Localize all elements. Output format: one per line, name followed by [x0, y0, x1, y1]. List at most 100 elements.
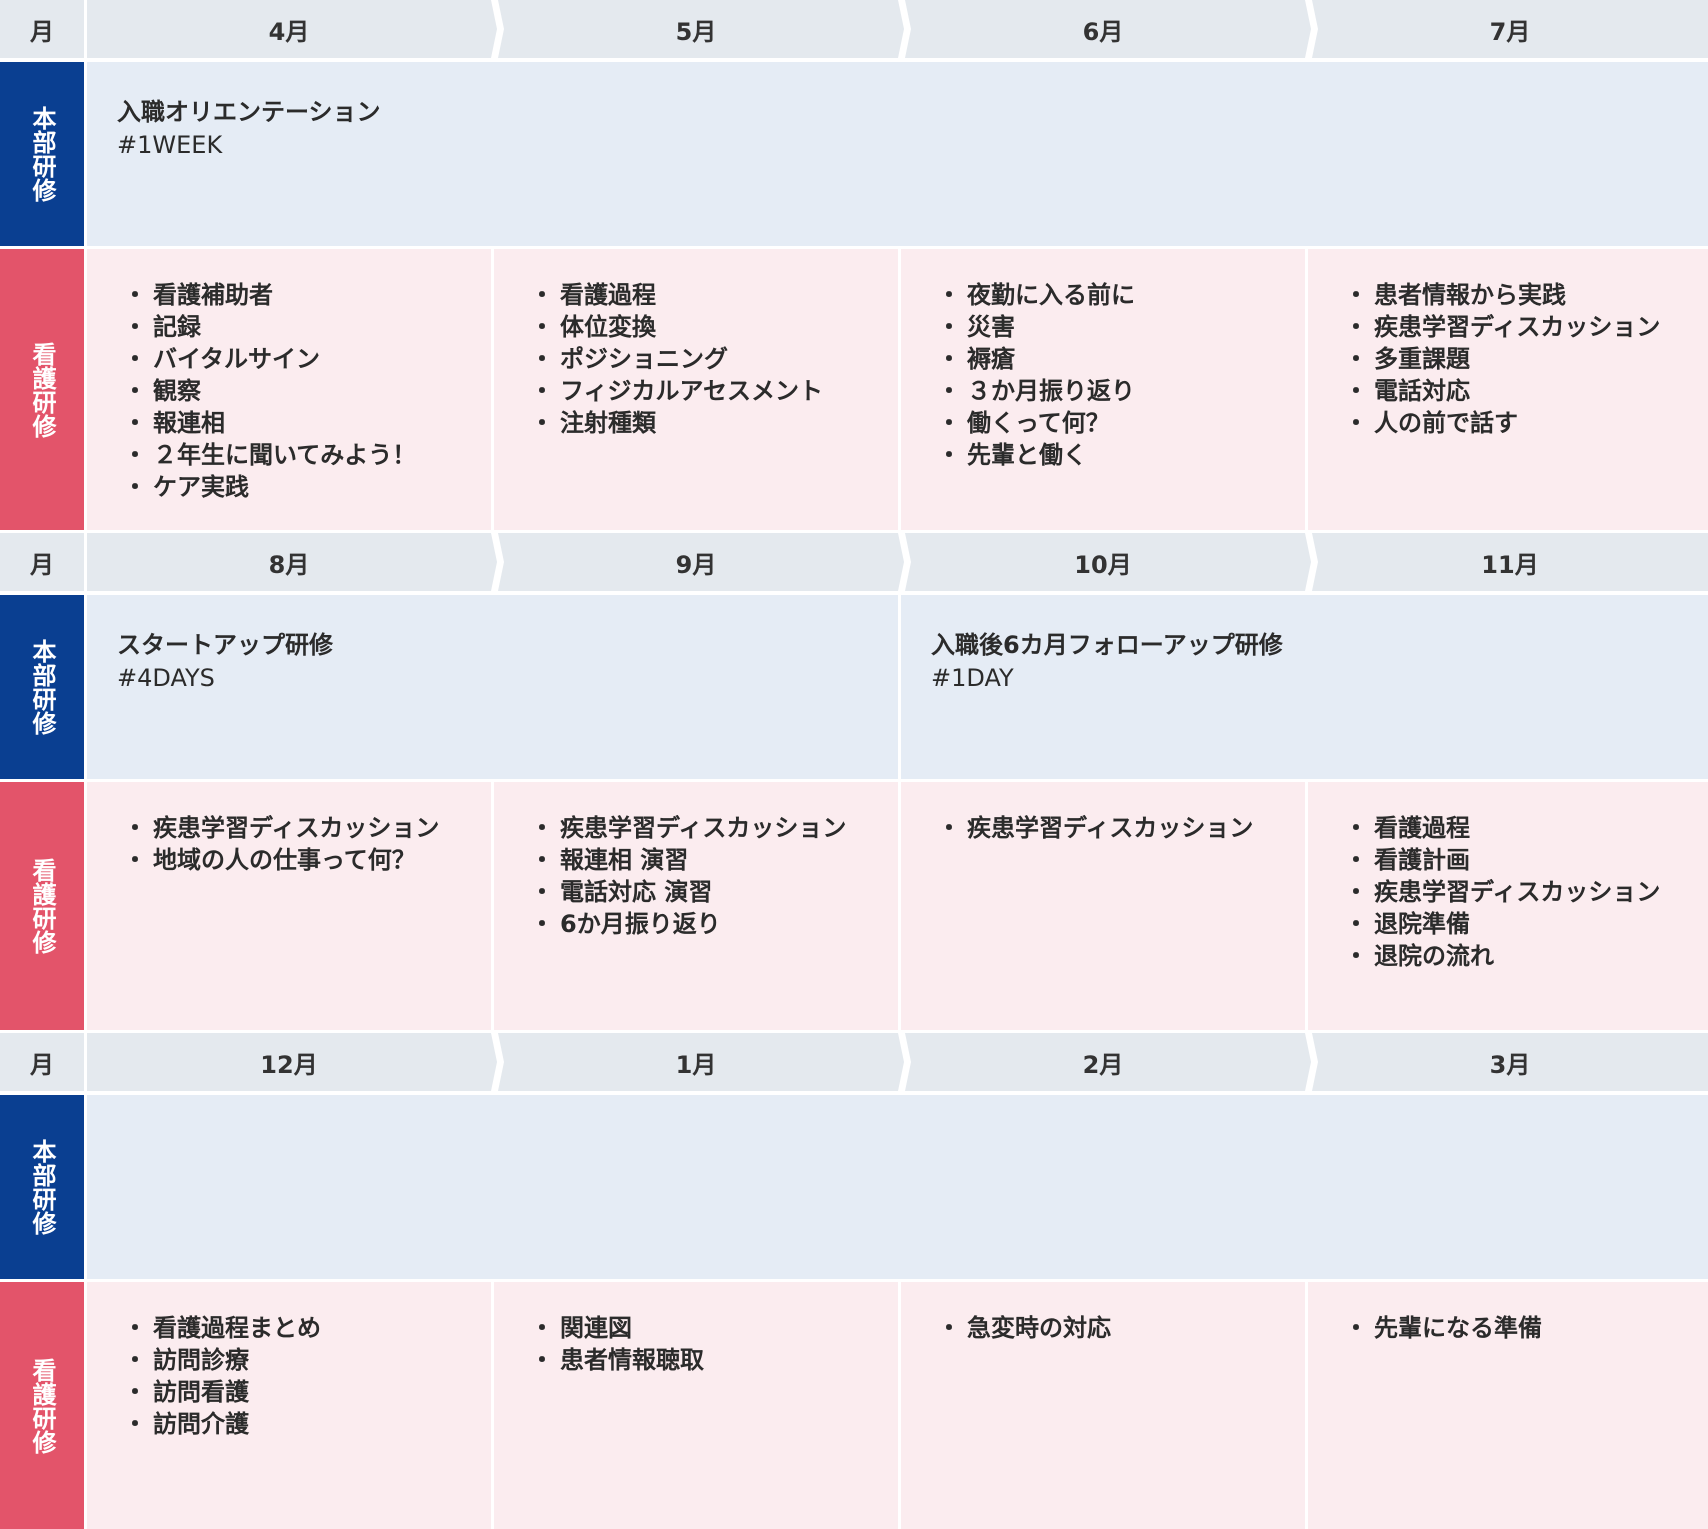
kango-topic-item: 報連相 演習 [530, 844, 878, 876]
month-header: 5月 [494, 0, 912, 58]
honbu-session: 入職後6カ月フォローアップ研修 #1DAY [901, 595, 1708, 779]
kango-topic-item: ２年生に聞いてみよう！ [123, 439, 471, 471]
kango-topic-list: 疾患学習ディスカッション報連相 演習電話対応 演習6か月振り返り [530, 812, 878, 940]
kango-topic-item: 体位変換 [530, 311, 878, 343]
kango-topic-item: 看護過程 [1344, 812, 1688, 844]
month-header: 10月 [901, 533, 1319, 591]
kango-cell: 疾患学習ディスカッション地域の人の仕事って何？ [87, 782, 491, 1030]
honbu-session-duration: #4DAYS [117, 664, 215, 692]
kango-topic-item: 記録 [123, 311, 471, 343]
kango-topic-item: 訪問診療 [123, 1344, 471, 1376]
kango-topic-item: 疾患学習ディスカッション [1344, 311, 1688, 343]
month-header: 3月 [1308, 1033, 1708, 1091]
kango-topic-item: 患者情報から実践 [1344, 279, 1688, 311]
kango-topic-item: 地域の人の仕事って何？ [123, 844, 471, 876]
kango-topic-item: 注射種類 [530, 407, 878, 439]
month-name: 2月 [1082, 1050, 1124, 1079]
kango-topic-item: 退院の流れ [1344, 940, 1688, 972]
kango-cell: 急変時の対応 [901, 1282, 1305, 1529]
month-name: 7月 [1489, 17, 1531, 46]
kango-cell: 疾患学習ディスカッション [901, 782, 1305, 1030]
kango-topic-item: 多重課題 [1344, 343, 1688, 375]
kango-topic-list: 看護補助者記録バイタルサイン観察報連相２年生に聞いてみよう！ケア実践 [123, 279, 471, 503]
month-name: 8月 [268, 550, 310, 579]
honbu-session: 入職オリエンテーション #1WEEK [87, 62, 1708, 246]
month-name: 4月 [268, 17, 310, 46]
month-name: 3月 [1489, 1050, 1531, 1079]
kango-topic-list: 先輩になる準備 [1344, 1312, 1688, 1344]
honbu-session-title: 入職オリエンテーション [117, 98, 381, 126]
kango-topic-item: 先輩になる準備 [1344, 1312, 1688, 1344]
month-header: 7月 [1308, 0, 1708, 58]
kango-topic-item: 患者情報聴取 [530, 1344, 878, 1376]
kango-topic-list: 看護過程体位変換ポジショニングフィジカルアセスメント注射種類 [530, 279, 878, 439]
month-header: 9月 [494, 533, 912, 591]
honbu-session: スタートアップ研修 #4DAYS [87, 595, 898, 779]
chevron-right-icon [898, 0, 912, 58]
kango-topic-item: 看護過程 [530, 279, 878, 311]
month-name: 5月 [675, 17, 717, 46]
kango-topic-item: ポジショニング [530, 343, 878, 375]
chevron-right-icon [898, 533, 912, 591]
month-name: 1月 [675, 1050, 717, 1079]
kango-cell: 看護過程体位変換ポジショニングフィジカルアセスメント注射種類 [494, 249, 898, 530]
kango-topic-list: 疾患学習ディスカッション [937, 812, 1285, 844]
kango-topic-item: 関連図 [530, 1312, 878, 1344]
month-header: 11月 [1308, 533, 1708, 591]
kango-topic-list: 関連図患者情報聴取 [530, 1312, 878, 1376]
kango-cell: 関連図患者情報聴取 [494, 1282, 898, 1529]
kango-cell: 看護過程まとめ訪問診療訪問看護訪問介護 [87, 1282, 491, 1529]
kango-topic-item: 6か月振り返り [530, 908, 878, 940]
kango-topic-item: 看護過程まとめ [123, 1312, 471, 1344]
kango-topic-item: 疾患学習ディスカッション [937, 812, 1285, 844]
chevron-right-icon [1305, 533, 1319, 591]
kango-cell: 先輩になる準備 [1308, 1282, 1708, 1529]
kango-topic-list: 看護過程まとめ訪問診療訪問看護訪問介護 [123, 1312, 471, 1440]
month-header: 1月 [494, 1033, 912, 1091]
kango-topic-list: 看護過程看護計画疾患学習ディスカッション退院準備退院の流れ [1344, 812, 1688, 972]
chevron-right-icon [491, 1033, 505, 1091]
honbu-session-duration: #1DAY [931, 664, 1014, 692]
kango-topic-item: 人の前で話す [1344, 407, 1688, 439]
kango-topic-item: 訪問介護 [123, 1408, 471, 1440]
kango-topic-item: 疾患学習ディスカッション [123, 812, 471, 844]
honbu-session [87, 1095, 1708, 1279]
kango-topic-list: 夜勤に入る前に災害褥瘡３か月振り返り働くって何？先輩と働く [937, 279, 1285, 471]
month-row-label: 月 [0, 1033, 84, 1091]
month-name: 10月 [1074, 550, 1132, 579]
kango-topic-item: 褥瘡 [937, 343, 1285, 375]
kango-topic-item: 夜勤に入る前に [937, 279, 1285, 311]
kango-topic-item: 災害 [937, 311, 1285, 343]
kango-topic-item: フィジカルアセスメント [530, 375, 878, 407]
month-name: 11月 [1481, 550, 1539, 579]
month-header: 4月 [87, 0, 505, 58]
honbu-session-title: スタートアップ研修 [117, 631, 333, 659]
chevron-right-icon [491, 533, 505, 591]
kango-topic-item: 訪問看護 [123, 1376, 471, 1408]
honbu-session-title: 入職後6カ月フォローアップ研修 [931, 631, 1283, 659]
kango-cell: 疾患学習ディスカッション報連相 演習電話対応 演習6か月振り返り [494, 782, 898, 1030]
kango-topic-item: 電話対応 [1344, 375, 1688, 407]
month-name: 6月 [1082, 17, 1124, 46]
kango-topic-item: バイタルサイン [123, 343, 471, 375]
kango-cell: 看護補助者記録バイタルサイン観察報連相２年生に聞いてみよう！ケア実践 [87, 249, 491, 530]
kango-cell: 看護過程看護計画疾患学習ディスカッション退院準備退院の流れ [1308, 782, 1708, 1030]
honbu-session-duration: #1WEEK [117, 131, 223, 159]
kango-row-label: 看護研修 [0, 249, 84, 530]
chevron-right-icon [1305, 1033, 1319, 1091]
kango-topic-item: 看護計画 [1344, 844, 1688, 876]
kango-topic-item: 報連相 [123, 407, 471, 439]
kango-topic-list: 急変時の対応 [937, 1312, 1285, 1344]
kango-topic-list: 患者情報から実践疾患学習ディスカッション多重課題電話対応人の前で話す [1344, 279, 1688, 439]
chevron-right-icon [898, 1033, 912, 1091]
honbu-row-label: 本部研修 [0, 62, 84, 246]
kango-topic-item: ３か月振り返り [937, 375, 1285, 407]
honbu-row-label: 本部研修 [0, 1095, 84, 1279]
kango-cell: 夜勤に入る前に災害褥瘡３か月振り返り働くって何？先輩と働く [901, 249, 1305, 530]
kango-topic-item: 退院準備 [1344, 908, 1688, 940]
kango-topic-item: 観察 [123, 375, 471, 407]
kango-topic-item: 急変時の対応 [937, 1312, 1285, 1344]
kango-topic-item: 先輩と働く [937, 439, 1285, 471]
kango-topic-item: 電話対応 演習 [530, 876, 878, 908]
